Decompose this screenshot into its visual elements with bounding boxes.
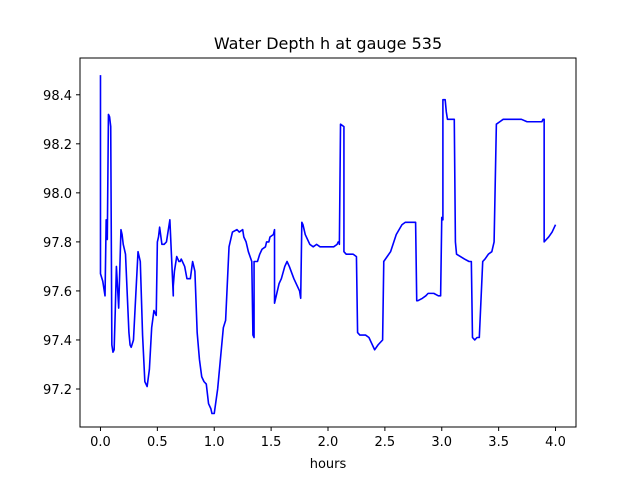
y-tick-label: 97.6 <box>43 285 72 300</box>
x-tick-label: 1.0 <box>204 435 225 450</box>
y-axis-ticks: 97.2 97.4 97.6 97.8 98.0 98.2 98.4 <box>43 89 80 398</box>
y-tick-label: 97.4 <box>43 334 72 349</box>
y-tick-label: 98.2 <box>43 138 72 153</box>
x-tick-label: 3.5 <box>488 435 509 450</box>
series-layer <box>99 75 557 415</box>
x-tick-label: 1.5 <box>261 435 282 450</box>
x-tick-label: 3.0 <box>431 435 452 450</box>
y-tick-label: 97.2 <box>43 383 72 398</box>
x-tick-label: 2.0 <box>318 435 339 450</box>
x-tick-label: 0.5 <box>147 435 168 450</box>
y-tick-label: 98.0 <box>43 187 72 202</box>
x-tick-label: 4.0 <box>545 435 566 450</box>
x-tick-label: 0.0 <box>90 435 111 450</box>
x-axis-label: hours <box>310 457 347 472</box>
chart-title: Water Depth h at gauge 535 <box>214 34 442 53</box>
series-line <box>99 75 557 415</box>
x-axis-ticks: 0.0 0.5 1.0 1.5 2.0 2.5 3.0 3.5 4.0 <box>90 427 566 450</box>
y-tick-label: 98.4 <box>43 89 72 104</box>
x-tick-label: 2.5 <box>375 435 396 450</box>
y-tick-label: 97.8 <box>43 236 72 251</box>
